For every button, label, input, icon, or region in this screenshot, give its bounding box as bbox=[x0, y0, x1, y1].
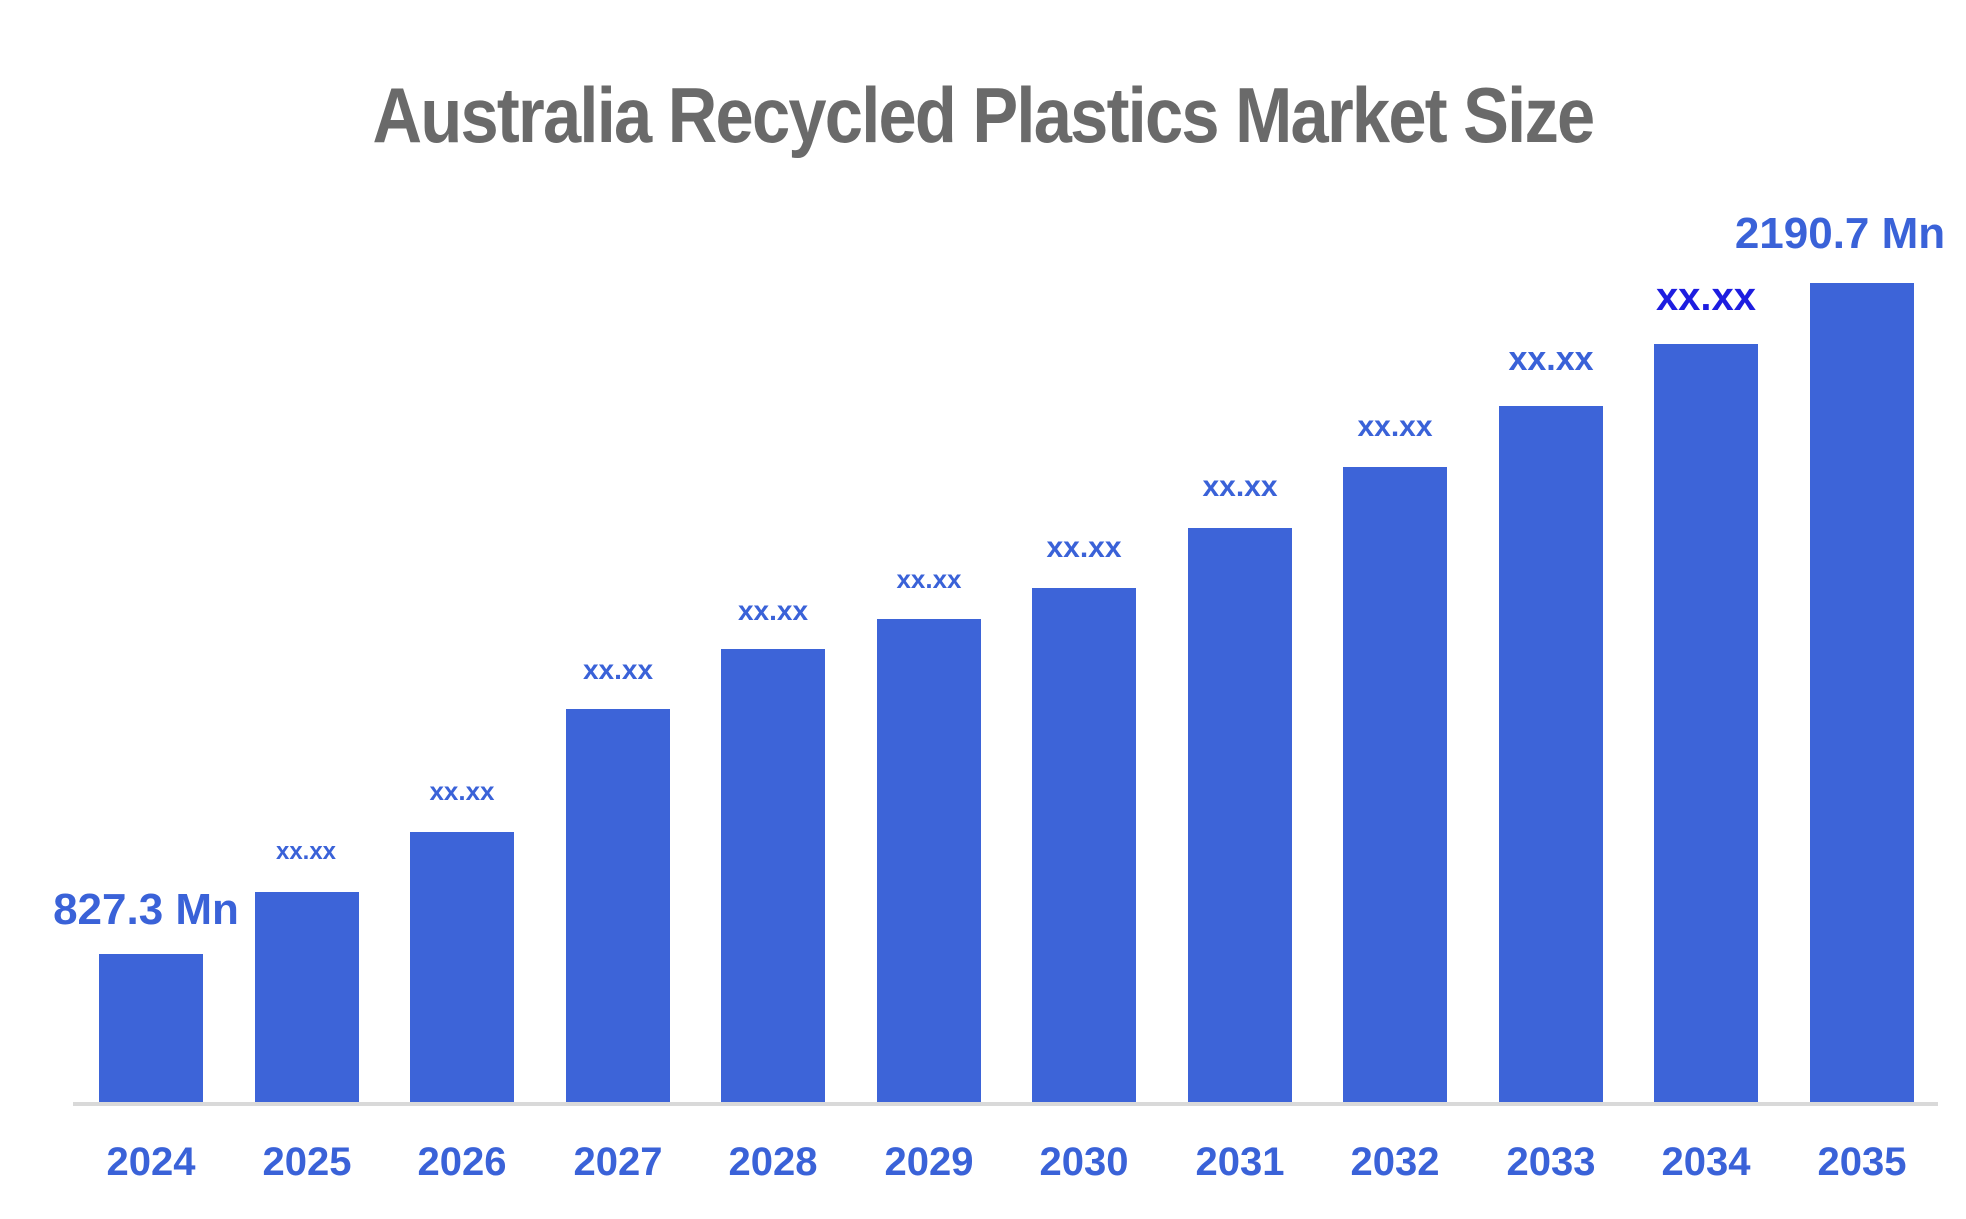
bar-2027 bbox=[566, 709, 670, 1102]
year-label-2027: 2027 bbox=[573, 1139, 663, 1184]
year-label-2029: 2029 bbox=[884, 1139, 974, 1184]
year-label-2030: 2030 bbox=[1039, 1139, 1129, 1184]
value-label-2026: xx.xx bbox=[429, 775, 495, 806]
value-label-2035: 2190.7 Mn bbox=[1734, 208, 1946, 258]
value-label-2033: xx.xx bbox=[1508, 339, 1594, 378]
bar-2033 bbox=[1499, 406, 1603, 1102]
year-label-2031: 2031 bbox=[1195, 1139, 1285, 1184]
value-label-2029: xx.xx bbox=[896, 563, 962, 594]
bar-2024 bbox=[99, 954, 203, 1102]
value-label-2034: xx.xx bbox=[1655, 275, 1757, 319]
bar-2032 bbox=[1343, 467, 1447, 1102]
year-label-2028: 2028 bbox=[728, 1139, 818, 1184]
year-label-2025: 2025 bbox=[262, 1139, 352, 1184]
value-label-2030: xx.xx bbox=[1046, 531, 1122, 564]
bar-2034 bbox=[1654, 344, 1758, 1102]
year-label-2026: 2026 bbox=[417, 1139, 507, 1184]
bar-2029 bbox=[877, 619, 981, 1102]
year-label-2035: 2035 bbox=[1817, 1139, 1907, 1184]
bar-2031 bbox=[1188, 528, 1292, 1102]
value-label-2031: xx.xx bbox=[1202, 470, 1278, 503]
value-label-2027: xx.xx bbox=[582, 654, 654, 685]
bar-2026 bbox=[410, 832, 514, 1102]
value-label-2028: xx.xx bbox=[737, 595, 809, 626]
year-label-2033: 2033 bbox=[1506, 1139, 1596, 1184]
year-label-2032: 2032 bbox=[1350, 1139, 1440, 1184]
bar-2028 bbox=[721, 649, 825, 1102]
bar-2030 bbox=[1032, 588, 1136, 1102]
value-label-2024: 827.3 Mn bbox=[53, 884, 239, 934]
value-label-2032: xx.xx bbox=[1357, 410, 1433, 443]
bar-2035 bbox=[1810, 283, 1914, 1102]
year-label-2024: 2024 bbox=[106, 1139, 196, 1184]
x-axis-line bbox=[73, 1102, 1938, 1106]
chart-title: Australia Recycled Plastics Market Size bbox=[372, 71, 1596, 159]
value-label-2025: xx.xx bbox=[275, 837, 337, 865]
bar-2025 bbox=[255, 892, 359, 1102]
year-label-2034: 2034 bbox=[1661, 1139, 1751, 1184]
